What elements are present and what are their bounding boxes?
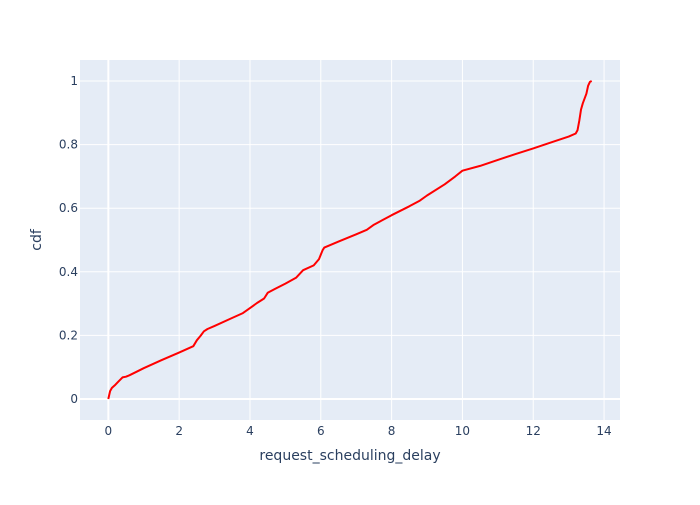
x-tick-label: 2: [175, 424, 183, 438]
y-axis-ticks: 0 0.2 0.4 0.6 0.8 1: [59, 74, 78, 406]
y-tick-label: 0.2: [59, 328, 78, 342]
grid-lines: [80, 60, 620, 420]
cdf-series-line: [107, 80, 593, 400]
x-tick-label: 10: [455, 424, 470, 438]
y-tick-label: 0.6: [59, 201, 78, 215]
data-series: [107, 80, 593, 400]
x-axis-title: request_scheduling_delay: [259, 448, 440, 464]
x-tick-label: 6: [317, 424, 325, 438]
plot-area: [80, 60, 620, 420]
x-tick-label: 0: [105, 424, 113, 438]
y-tick-label: 1: [70, 74, 78, 88]
x-tick-label: 12: [526, 424, 541, 438]
x-tick-label: 4: [246, 424, 254, 438]
x-tick-label: 14: [596, 424, 611, 438]
y-tick-label: 0.8: [59, 138, 78, 152]
y-tick-label: 0.4: [59, 265, 78, 279]
x-tick-label: 8: [388, 424, 396, 438]
x-axis-ticks: 0 2 4 6 8 10 12 14: [105, 424, 612, 438]
y-axis-title: cdf: [29, 228, 45, 251]
y-tick-label: 0: [70, 392, 78, 406]
